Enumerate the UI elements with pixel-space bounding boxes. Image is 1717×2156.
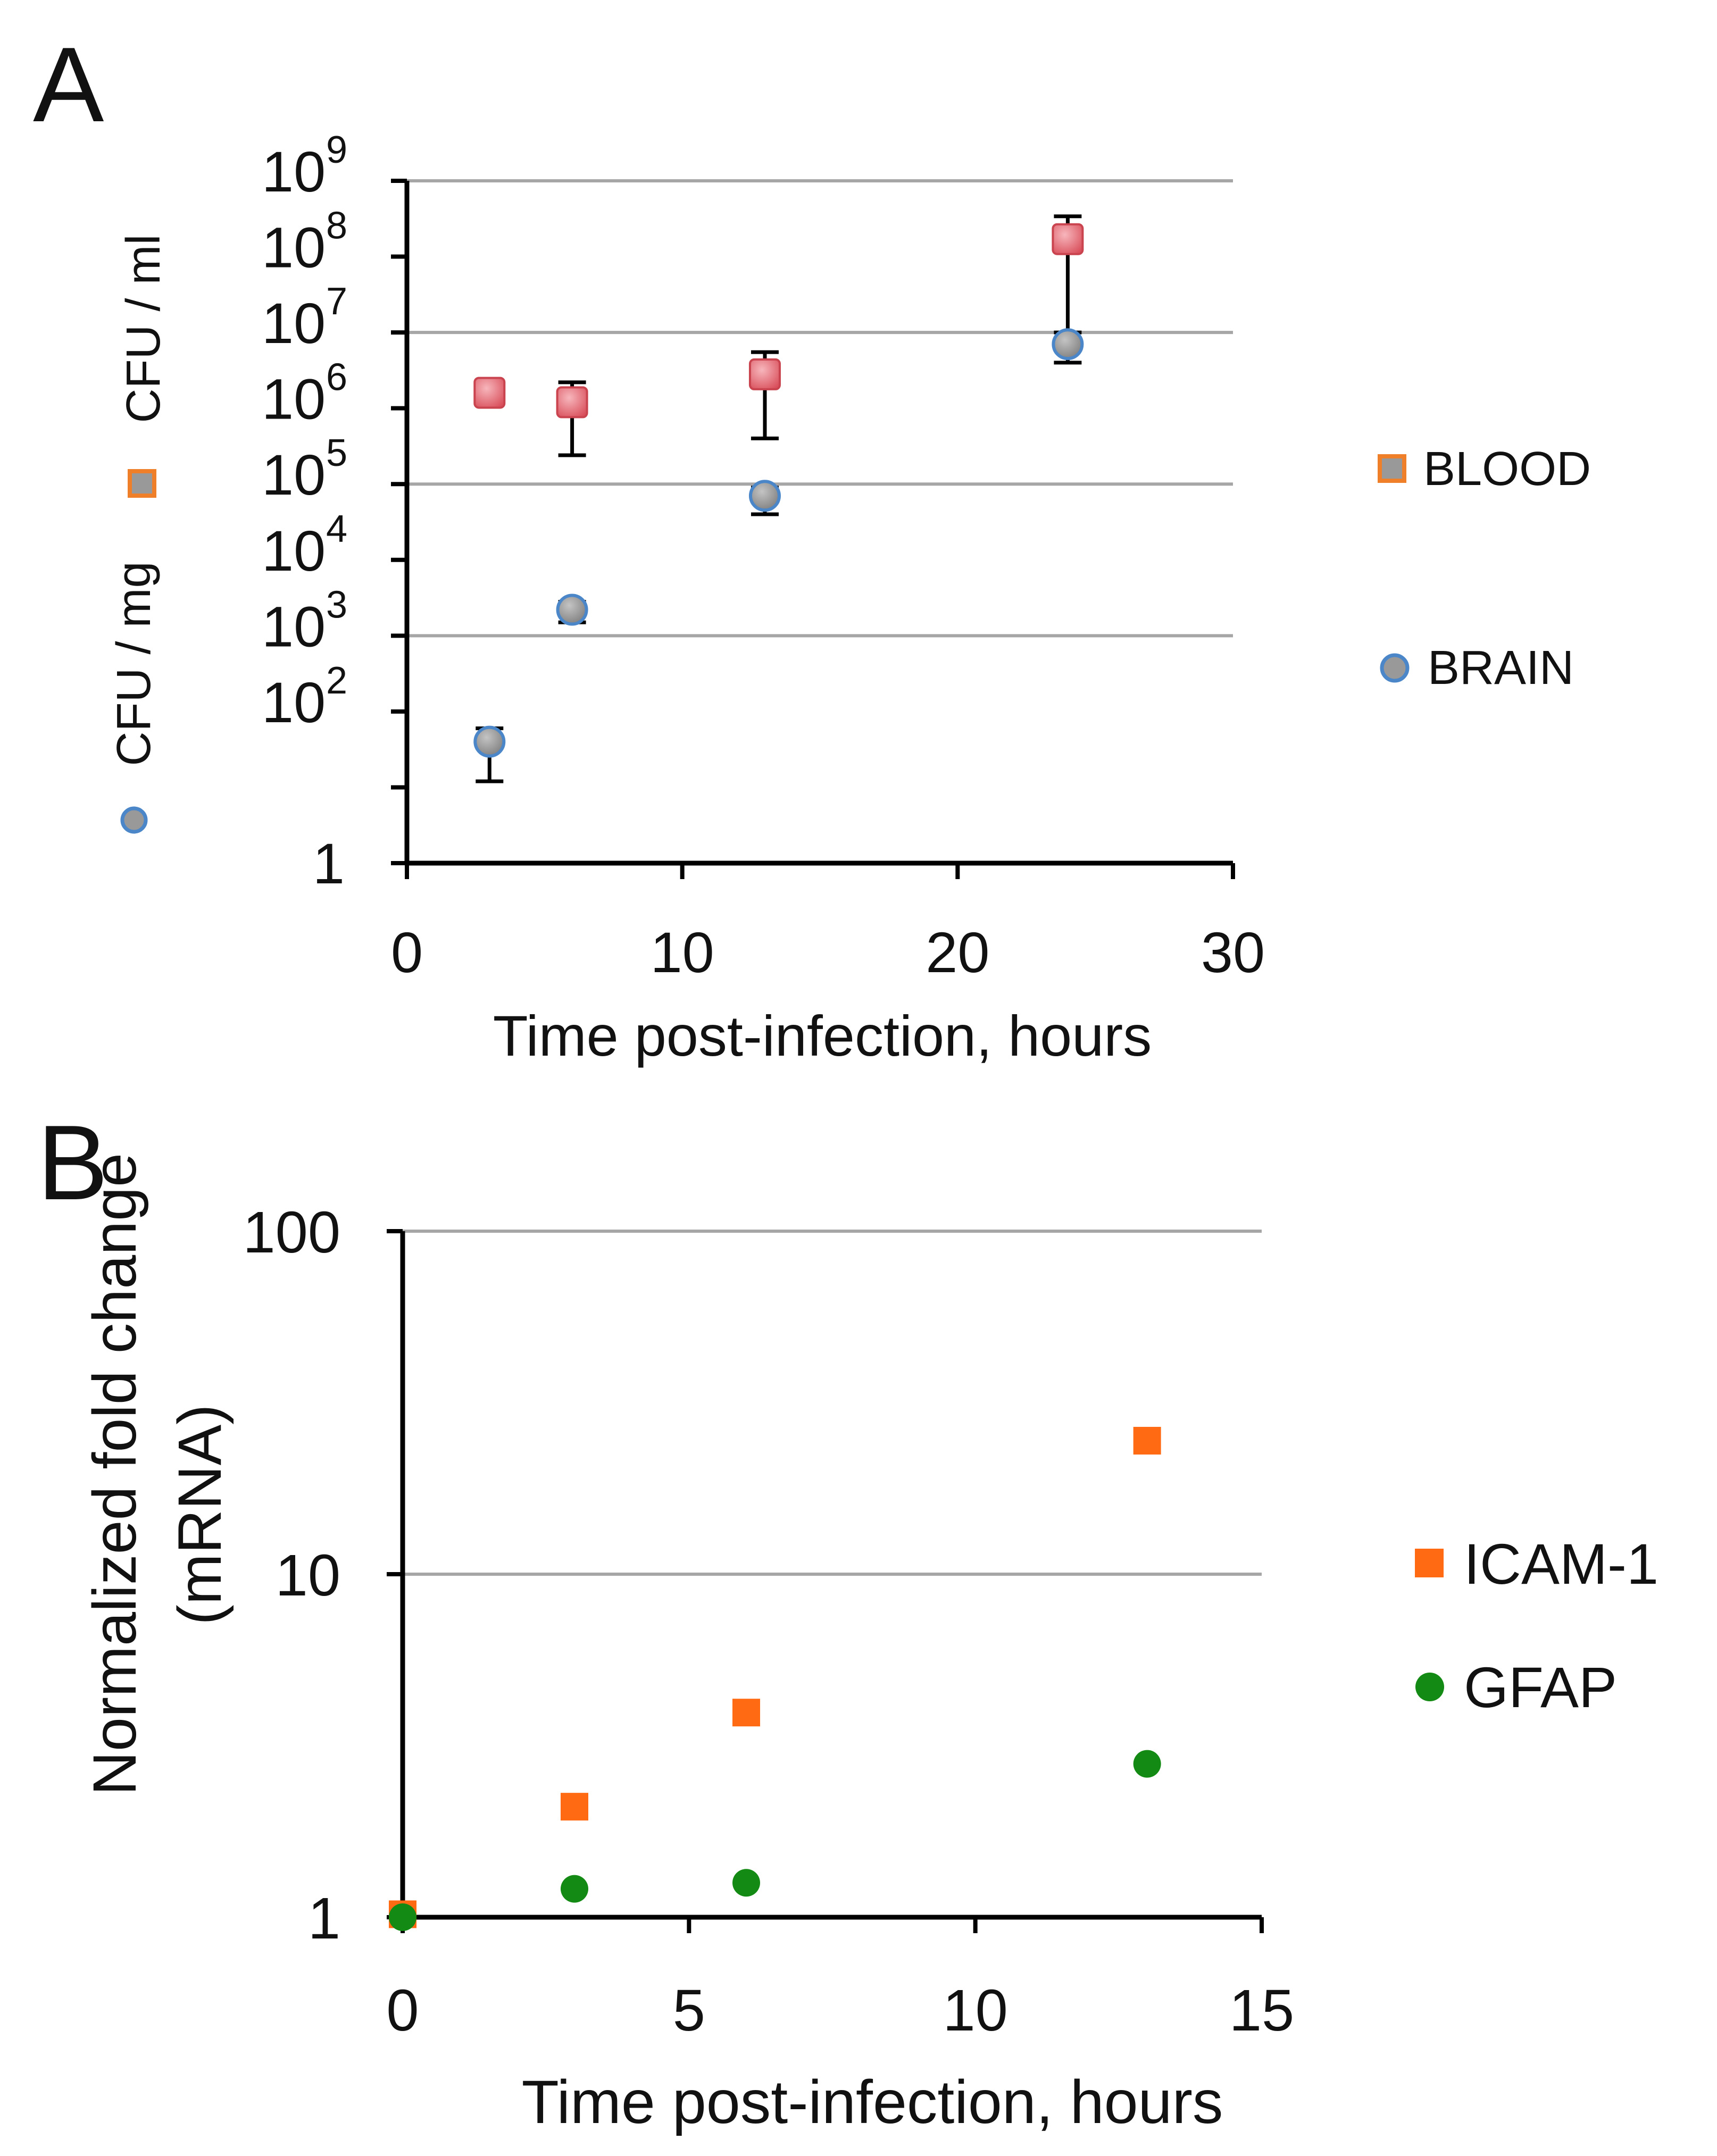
data-point-brain (1052, 328, 1084, 361)
panel-a-y-tick-exponent: 2 (326, 659, 347, 702)
panel-b-x-tick-label: 0 (386, 1978, 419, 2043)
panel-b-y-axis-label-line1: Normalized fold change (81, 1153, 149, 1795)
data-point-gfap (1133, 1750, 1161, 1778)
legend-gfap-label: GFAP (1464, 1655, 1617, 1719)
panel-b: B 1 10 100 0 5 10 15 Time post-infection, hou… (37, 1104, 1658, 2136)
legend-brain-label: BRAIN (1428, 641, 1574, 695)
legend-blood-marker (1378, 454, 1406, 483)
panel-a-y-tick-label: 10 (262, 215, 326, 280)
panel-b-axes (387, 1229, 1264, 1933)
panel-a-y-tick-label: 10 (262, 519, 326, 583)
panel-a-y-tick-label: 10 (262, 367, 326, 431)
panel-a-legend: BLOOD BRAIN (1378, 442, 1591, 695)
panel-a-x-tick-label: 20 (926, 920, 989, 984)
panel-a-y-tick-exponent: 8 (326, 205, 347, 247)
panel-a-y-label-blood-marker (128, 469, 156, 498)
panel-b-x-tick-label: 10 (943, 1978, 1007, 2043)
panel-b-gridlines (403, 1230, 1262, 1576)
panel-a-x-tick-labels: 0 10 20 30 (391, 920, 1265, 984)
panel-b-y-tick-labels: 1 10 100 (243, 1200, 340, 1951)
data-point-gfap (732, 1869, 760, 1897)
panel-b-x-axis-label: Time post-infection, hours (522, 2068, 1223, 2136)
panel-a-y-tick-exponent: 6 (326, 356, 347, 399)
panel-b-y-axis-label-line2: (mRNA) (166, 1404, 234, 1625)
panel-a-y-tick-exponent: 4 (326, 508, 347, 550)
data-point-icam1 (1133, 1426, 1161, 1455)
panel-a-axes (391, 179, 1235, 879)
panel-a-x-tick-label: 30 (1201, 920, 1265, 984)
panel-a-label: A (33, 26, 104, 144)
panel-a-data-points (473, 223, 1084, 758)
legend-icam1-marker (1415, 1549, 1444, 1577)
panel-a-y-tick-label: 10 (262, 139, 326, 204)
data-point-blood (473, 377, 506, 409)
data-point-blood (748, 358, 781, 390)
panel-a-x-tick-label: 10 (651, 920, 714, 984)
legend-gfap-marker (1415, 1673, 1444, 1701)
data-point-icam1 (732, 1699, 760, 1727)
panel-a-y-tick-label: 1 (313, 831, 345, 896)
panel-a-y-axis-label: CFU / mg CFU / ml (107, 235, 170, 834)
legend-blood-label: BLOOD (1423, 442, 1591, 496)
panel-a-y-tick-label: 10 (262, 442, 326, 507)
panel-a-gridlines (407, 179, 1233, 638)
data-point-gfap (561, 1875, 588, 1903)
data-point-brain (473, 725, 506, 758)
data-point-brain (748, 480, 781, 512)
panel-a-y-tick-exponent: 7 (326, 280, 347, 323)
panel-a-y-label-ml: CFU / ml (117, 235, 170, 423)
data-point-blood (556, 386, 588, 419)
panel-b-y-tick-label: 1 (308, 1886, 340, 1951)
panel-b-data-points (389, 1426, 1161, 1931)
panel-b-label: B (37, 1104, 108, 1222)
panel-a-x-tick-label: 0 (391, 920, 423, 984)
panel-b-x-tick-label: 15 (1229, 1978, 1294, 2043)
panel-a-y-tick-exponent: 9 (326, 129, 347, 171)
panel-a-y-tick-exponent: 3 (326, 583, 347, 626)
panel-a-y-label-brain-marker (120, 806, 148, 834)
panel-b-x-tick-labels: 0 5 10 15 (386, 1978, 1294, 2043)
panel-b-legend: ICAM-1 GFAP (1415, 1532, 1658, 1719)
panel-b-y-tick-label: 10 (276, 1543, 340, 1608)
panel-b-x-tick-label: 5 (673, 1978, 705, 2043)
panel-a-y-tick-exponent: 5 (326, 432, 347, 474)
panel-a-y-tick-label: 10 (262, 594, 326, 658)
panel-a-x-axis-label: Time post-infection, hours (493, 1004, 1152, 1068)
panel-a-y-label-mg: CFU / mg (107, 561, 161, 766)
legend-brain-marker (1380, 653, 1410, 683)
data-point-brain (556, 594, 588, 626)
data-point-icam1 (561, 1793, 588, 1821)
panel-a-y-tick-label: 10 (262, 670, 326, 734)
data-point-blood (1052, 223, 1084, 255)
data-point-gfap (389, 1903, 416, 1931)
panel-a-y-tick-label: 10 (262, 291, 326, 355)
legend-icam1-label: ICAM-1 (1464, 1532, 1658, 1596)
panel-b-y-tick-label: 100 (243, 1200, 340, 1265)
